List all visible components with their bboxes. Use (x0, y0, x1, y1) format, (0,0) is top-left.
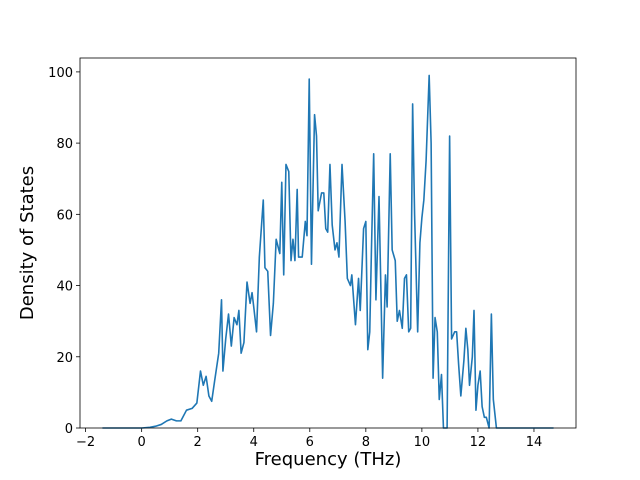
y-axis-label: Density of States (17, 166, 38, 320)
x-tick-label: 14 (526, 435, 543, 450)
y-tick-label: 40 (56, 280, 73, 295)
x-tick-label: 10 (414, 435, 431, 450)
y-tick-label: 100 (48, 66, 73, 81)
x-tick-label: 8 (362, 435, 370, 450)
y-tick-label: 0 (65, 422, 73, 437)
x-tick-label: 12 (470, 435, 487, 450)
x-tick-label: −2 (76, 435, 95, 450)
y-tick-label: 60 (56, 208, 73, 223)
x-axis-label: Frequency (THz) (255, 449, 402, 470)
plot-frame (79, 57, 577, 429)
dos-line (102, 74, 554, 429)
x-tick-label: 6 (306, 435, 314, 450)
x-tick-label: 0 (138, 435, 146, 450)
y-tick-label: 80 (56, 137, 73, 152)
y-tick-label: 20 (56, 351, 73, 366)
x-tick-label: 2 (194, 435, 202, 450)
x-tick-label: 4 (250, 435, 258, 450)
